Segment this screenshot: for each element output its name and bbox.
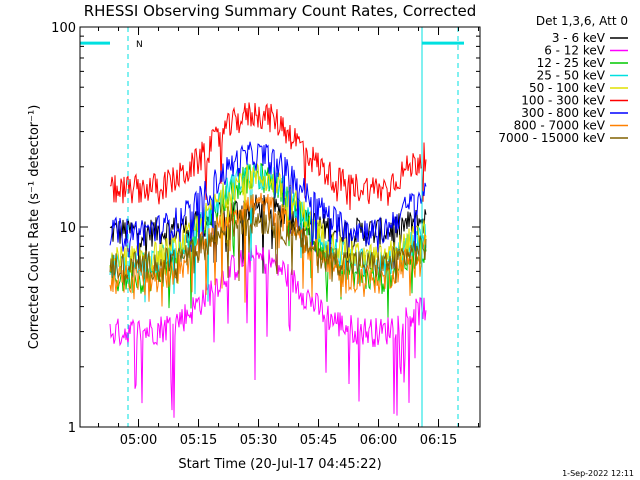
series-line (109, 244, 427, 418)
x-tick-label: 06:00 (360, 433, 397, 448)
legend-entry-label: 300 - 800 keV (521, 106, 605, 120)
y-tick-label: 100 (51, 21, 76, 36)
legend-entry-label: 100 - 300 keV (521, 94, 605, 108)
x-tick-label: 06:15 (420, 433, 457, 448)
x-tick-label: 05:00 (120, 433, 157, 448)
series-layer (109, 102, 427, 418)
plot-timestamp: 1-Sep-2022 12:11 (562, 469, 634, 478)
legend-entry-label: 7000 - 15000 keV (498, 131, 605, 145)
y-tick-label: 1 (68, 421, 76, 436)
x-tick-label: 05:30 (240, 433, 277, 448)
series-line (109, 141, 427, 258)
x-tick-label: 05:15 (180, 433, 217, 448)
legend-entry-label: 12 - 25 keV (537, 56, 606, 70)
legend-entry-label: 6 - 12 keV (544, 44, 606, 58)
chart-title: RHESSI Observing Summary Count Rates, Co… (84, 2, 477, 20)
y-axis-label: Corrected Count Rate (s⁻¹ detector⁻¹) (27, 105, 42, 350)
x-tick-label: 05:45 (300, 433, 337, 448)
legend-title: Det 1,3,6, Att 0 (536, 14, 628, 28)
series-line (109, 102, 427, 211)
night-marker-label: N (136, 40, 143, 50)
saa-layer: N (80, 27, 464, 427)
legend-entry-label: 800 - 7000 keV (514, 119, 606, 133)
legend-entry-label: 50 - 100 keV (529, 81, 606, 95)
legend-entry-label: 25 - 50 keV (537, 69, 606, 83)
legend-entry-label: 3 - 6 keV (552, 31, 606, 45)
x-axis-label: Start Time (20-Jul-17 04:45:22) (178, 457, 381, 472)
x-axis: 05:00 05:15 05:30 05:45 06:00 06:15 (98, 27, 480, 448)
series-line (109, 205, 427, 286)
y-tick-label: 10 (59, 221, 76, 236)
